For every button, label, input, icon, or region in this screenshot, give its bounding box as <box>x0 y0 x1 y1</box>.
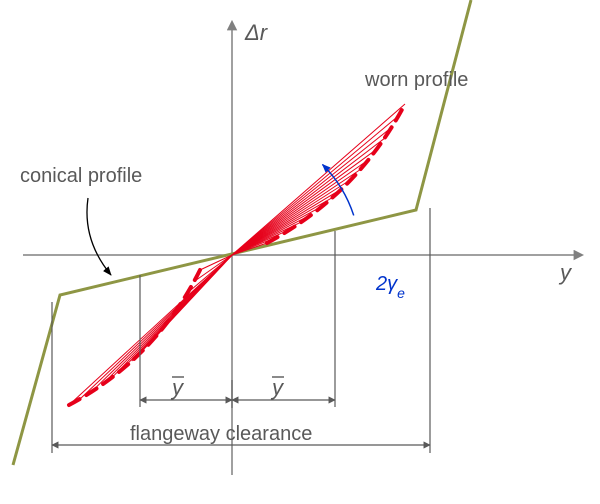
worn-profile-ray <box>232 170 360 255</box>
y-label: y <box>558 260 573 285</box>
conical-profile-text: conical profile <box>20 165 142 187</box>
worn-profile-curve <box>267 104 405 243</box>
flangeway-text: flangeway clearance <box>130 423 312 445</box>
worn-profile-ray <box>232 149 377 255</box>
worn-profile-ray <box>181 255 232 304</box>
delta-r-label: Δr <box>244 20 269 45</box>
ybar-text: y <box>170 375 185 400</box>
gamma-text: 2γe <box>375 273 405 301</box>
worn-profile-ray <box>232 160 368 255</box>
ybar-text: y <box>270 375 285 400</box>
worn-profile-ray <box>232 139 384 255</box>
worn-profile-text: worn profile <box>364 69 468 91</box>
conical-callout-arrow <box>87 198 111 275</box>
